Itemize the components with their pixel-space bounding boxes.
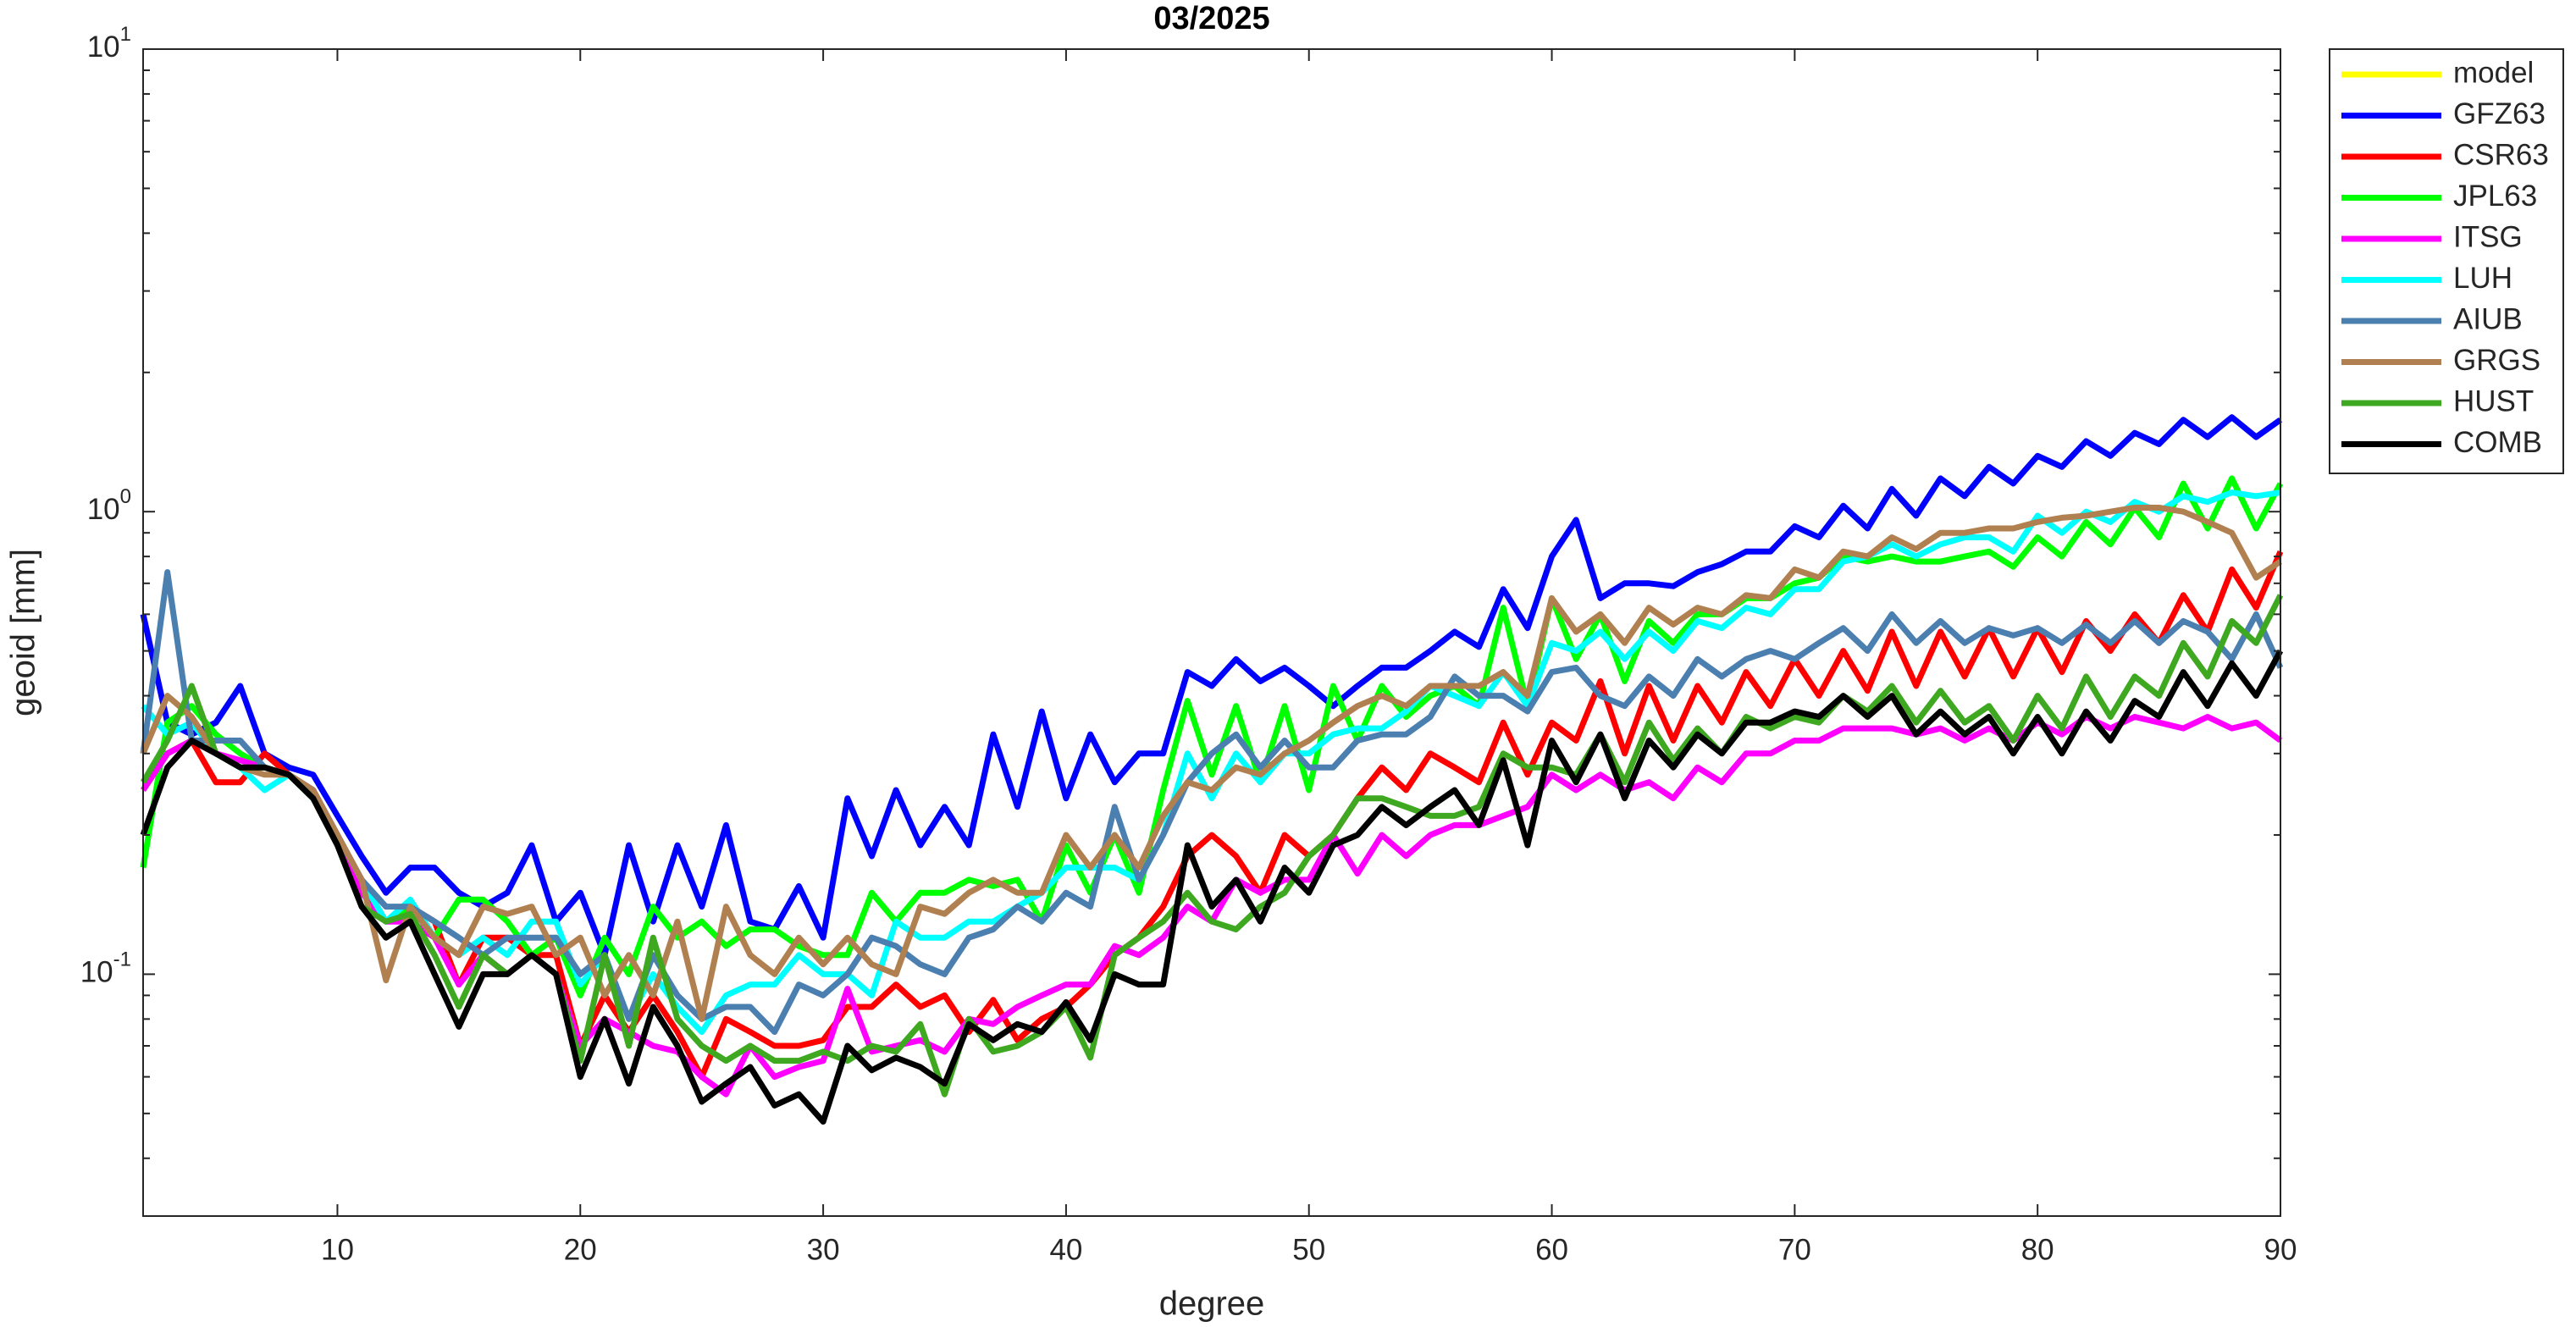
y-axis-label: geoid [mm]: [5, 549, 42, 716]
series-line: [140, 594, 2284, 1098]
series-line: [140, 569, 2284, 1036]
legend-label: HUST: [2453, 384, 2534, 417]
x-tick-label: 60: [1535, 1233, 1568, 1266]
x-tick-label: 40: [1049, 1233, 1082, 1266]
y-tick-label: 10-1: [80, 948, 131, 989]
series-line: [140, 414, 2283, 959]
chart-title: 03/2025: [1153, 1, 1269, 36]
x-tick-label: 80: [2021, 1233, 2054, 1266]
x-tick-label: 50: [1292, 1233, 1325, 1266]
x-axis-label: degree: [1159, 1286, 1265, 1323]
legend-label: ITSG: [2453, 220, 2523, 253]
y-tick-label: 101: [87, 23, 131, 64]
legend-label: AIUB: [2453, 302, 2523, 335]
legend-label: CSR63: [2453, 138, 2549, 171]
series-line: [140, 505, 2282, 1022]
axes-box: [142, 48, 2281, 1217]
x-tick-label: 70: [1778, 1233, 1811, 1266]
plot-area: [143, 49, 2280, 1216]
lines: [140, 414, 2284, 1125]
series-line: [140, 649, 2284, 1125]
legend-label: COMB: [2453, 426, 2542, 459]
x-tick-label: 90: [2264, 1233, 2297, 1266]
x-tick-label: 20: [564, 1233, 597, 1266]
y-tick-label: 100: [87, 486, 131, 527]
series-line: [141, 550, 2284, 1081]
legend: model GFZ63 CSR63 JPL63 ITSG LUH AIUB GRGS HUST C…: [2329, 48, 2564, 474]
x-tick-label: 10: [321, 1233, 354, 1266]
x-tick-label: 30: [807, 1233, 840, 1266]
series-line: [141, 489, 2281, 1036]
legend-label: GRGS: [2453, 344, 2540, 377]
legend-label: JPL63: [2453, 180, 2537, 213]
legend-label: model: [2453, 56, 2534, 89]
legend-label: GFZ63: [2453, 97, 2546, 130]
legend-label: LUH: [2453, 262, 2512, 295]
